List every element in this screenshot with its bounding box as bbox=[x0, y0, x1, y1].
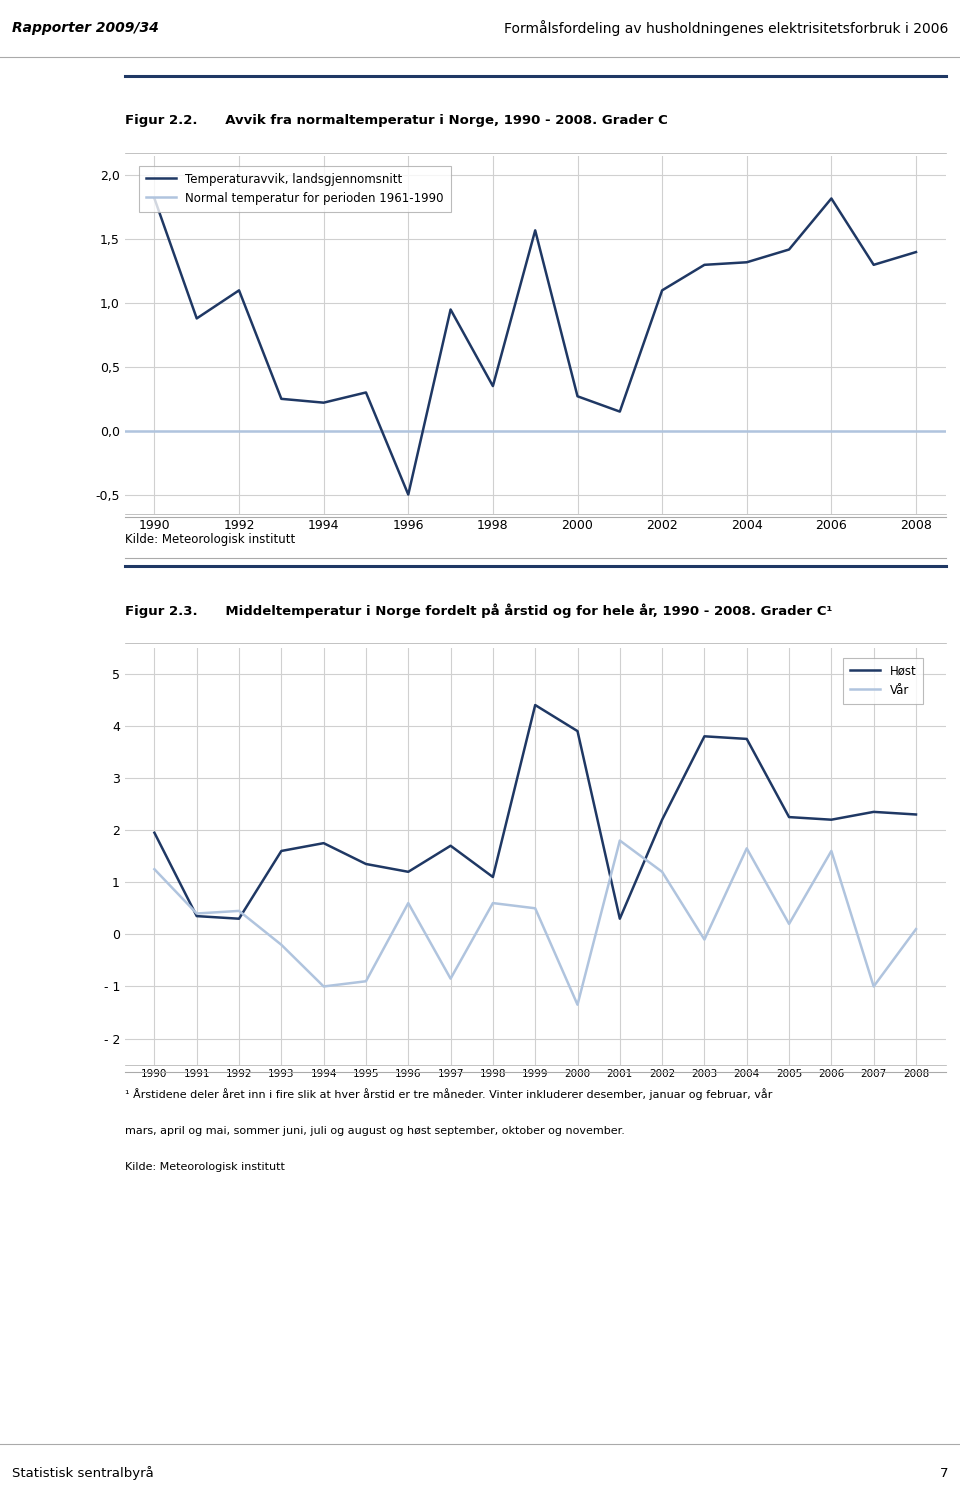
Text: Statistisk sentralbyrå: Statistisk sentralbyrå bbox=[12, 1467, 154, 1480]
Text: Kilde: Meteorologisk institutt: Kilde: Meteorologisk institutt bbox=[125, 1161, 285, 1172]
Legend: Høst, Vår: Høst, Vår bbox=[844, 658, 924, 704]
Text: 7: 7 bbox=[940, 1467, 948, 1480]
Text: Figur 2.2.      Avvik fra normaltemperatur i Norge, 1990 - 2008. Grader C: Figur 2.2. Avvik fra normaltemperatur i … bbox=[125, 115, 667, 128]
Text: Rapporter 2009/34: Rapporter 2009/34 bbox=[12, 21, 158, 36]
Legend: Temperaturavvik, landsgjennomsnitt, Normal temperatur for perioden 1961-1990: Temperaturavvik, landsgjennomsnitt, Norm… bbox=[139, 165, 450, 211]
Text: Formålsfordeling av husholdningenes elektrisitetsforbruk i 2006: Formålsfordeling av husholdningenes elek… bbox=[504, 21, 948, 36]
Text: ¹ Årstidene deler året inn i fire slik at hver årstid er tre måneder. Vinter ink: ¹ Årstidene deler året inn i fire slik a… bbox=[125, 1088, 772, 1100]
Text: mars, april og mai, sommer juni, juli og august og høst september, oktober og no: mars, april og mai, sommer juni, juli og… bbox=[125, 1126, 625, 1136]
Text: Kilde: Meteorologisk institutt: Kilde: Meteorologisk institutt bbox=[125, 533, 295, 546]
Text: Figur 2.3.      Middeltemperatur i Norge fordelt på årstid og for hele år, 1990 : Figur 2.3. Middeltemperatur i Norge ford… bbox=[125, 603, 832, 618]
